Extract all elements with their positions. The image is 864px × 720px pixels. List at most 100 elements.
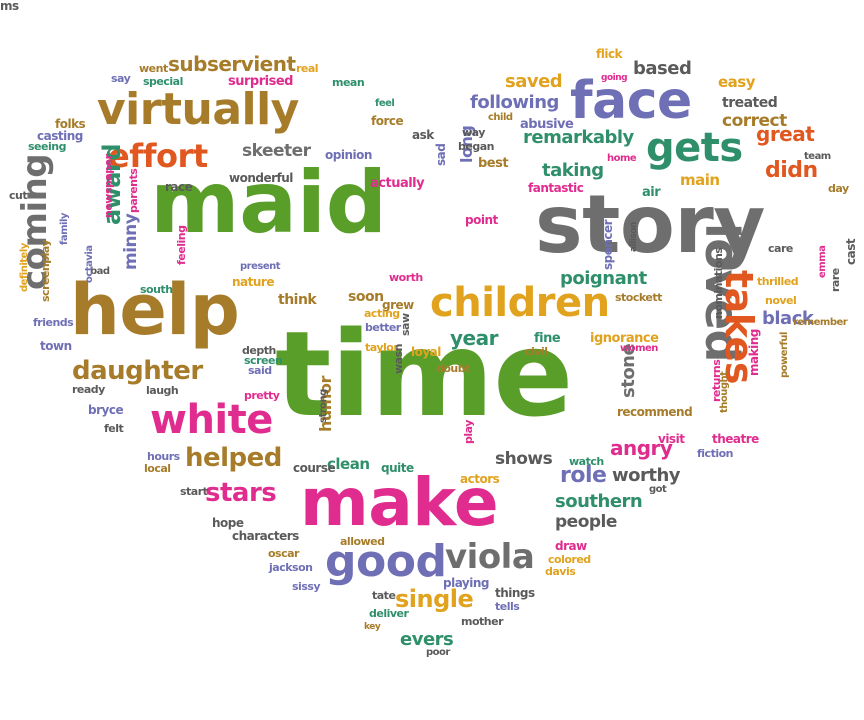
word-didn: didn	[765, 158, 818, 183]
word-strong: strong	[318, 389, 329, 423]
word-year: year	[450, 326, 498, 350]
word-bryce: bryce	[88, 403, 124, 417]
word-way: way	[462, 126, 485, 139]
word-rare: rare	[829, 268, 842, 292]
word-helped: helped	[185, 443, 282, 473]
word-draw: draw	[555, 539, 587, 553]
word-gets: gets	[646, 125, 743, 171]
word-said: said	[248, 364, 272, 377]
word-race: race	[165, 180, 193, 194]
word-felt: felt	[104, 422, 124, 435]
word-black: black	[762, 308, 814, 329]
word-ask: ask	[412, 128, 434, 142]
word-local: local	[144, 462, 171, 475]
word-folks: folks	[55, 117, 86, 131]
word-jackson: jackson	[269, 561, 313, 574]
word-viola: viola	[445, 537, 535, 577]
word-saved: saved	[505, 71, 563, 92]
word-quite: quite	[381, 461, 414, 475]
word-fine: fine	[534, 331, 561, 346]
word-white: white	[150, 397, 273, 443]
word-pretty: pretty	[244, 389, 280, 402]
word-definitely: definitely	[19, 243, 30, 292]
word-saw: saw	[399, 313, 412, 336]
word-playing: playing	[443, 576, 490, 590]
word-deliver: deliver	[369, 607, 409, 620]
word-point: point	[465, 213, 498, 227]
word-correct: correct	[722, 111, 787, 131]
word-following: following	[470, 92, 559, 113]
word-watch: watch	[569, 455, 604, 468]
word-characters: characters	[232, 529, 299, 543]
word-visit: visit	[658, 432, 685, 446]
word-virtually: virtually	[97, 84, 299, 135]
word-nominations: nominations	[712, 247, 725, 319]
word-feeling: feeling	[175, 225, 188, 265]
word-skeeter: skeeter	[242, 141, 311, 161]
word-doubt: doubt	[436, 362, 470, 375]
word-got: got	[649, 484, 667, 495]
word-force: force	[371, 114, 404, 128]
word-care: care	[768, 242, 793, 255]
word-make: make	[300, 464, 499, 541]
word-began: began	[458, 140, 494, 153]
word-real: real	[296, 62, 319, 75]
word-mean: mean	[332, 76, 365, 89]
word-taking: taking	[542, 160, 604, 181]
word-treated: treated	[722, 95, 778, 111]
word-south: south	[140, 283, 173, 296]
word-key: key	[364, 622, 381, 632]
word-surprised: surprised	[228, 74, 293, 89]
word-things: things	[495, 586, 535, 600]
word-actually: actually	[370, 176, 425, 191]
word-say: say	[111, 72, 131, 85]
word-play: play	[462, 420, 475, 444]
word-flick: flick	[596, 47, 623, 61]
word-time: time	[275, 305, 573, 443]
word-help: help	[70, 269, 240, 351]
word-great: great	[756, 122, 815, 146]
word-going: going	[601, 73, 628, 83]
word-screen: screen	[244, 354, 283, 367]
word-role: role	[560, 463, 607, 488]
word-single: single	[395, 585, 474, 613]
word-home: home	[607, 153, 637, 164]
word-town: town	[40, 339, 72, 353]
word-allowed: allowed	[340, 535, 385, 548]
word-people: people	[555, 512, 617, 532]
word-evers: evers	[400, 629, 454, 650]
word-southern: southern	[555, 491, 643, 512]
word-worth: worth	[389, 271, 423, 284]
word-casting: casting	[37, 129, 83, 143]
word-ms: ms	[0, 0, 19, 13]
word-soon: soon	[348, 289, 384, 305]
word-hope: hope	[212, 516, 244, 530]
word-easy: easy	[718, 73, 756, 91]
word-oscar: oscar	[268, 547, 299, 560]
word-fantastic: fantastic	[528, 181, 584, 195]
word-acting: acting	[364, 307, 400, 320]
word-subservient: subservient	[168, 52, 296, 76]
word-thought: thought	[719, 371, 730, 413]
word-civil: civil	[525, 345, 548, 358]
word-shows: shows	[495, 449, 553, 469]
word-fiction: fiction	[697, 447, 734, 460]
word-angry: angry	[610, 436, 673, 460]
word-cut: cut	[9, 189, 28, 202]
word-recommend: recommend	[617, 405, 693, 419]
word-based: based	[633, 58, 692, 79]
word-newspaper: newspaper	[102, 154, 115, 218]
word-worthy: worthy	[612, 465, 681, 486]
word-day: day	[828, 182, 849, 195]
word-cast: cast	[844, 238, 858, 265]
word-octavia: octavia	[84, 245, 95, 283]
word-face: face	[570, 71, 692, 131]
word-stars: stars	[205, 478, 277, 508]
word-feel: feel	[375, 98, 395, 109]
word-story: story	[535, 178, 765, 271]
word-bad: bad	[90, 266, 110, 277]
word-thrilled: thrilled	[757, 275, 799, 288]
word-daughter: daughter	[72, 356, 203, 386]
word-opinion: opinion	[325, 148, 372, 162]
